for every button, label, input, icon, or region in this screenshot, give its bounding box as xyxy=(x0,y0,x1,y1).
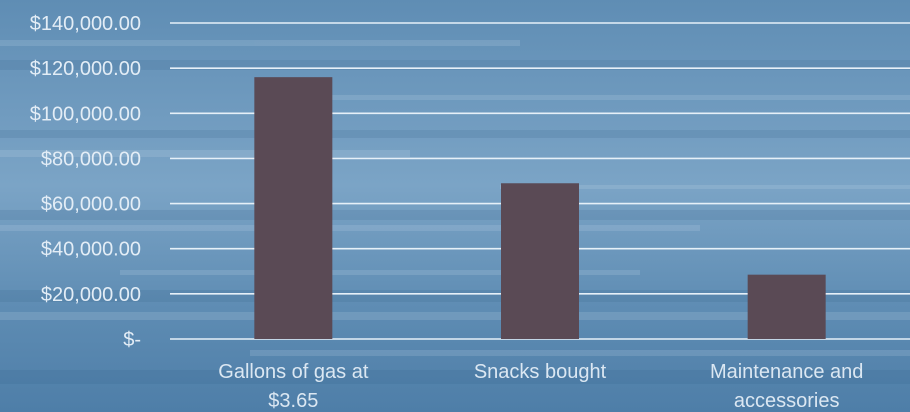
y-tick-label: $20,000.00 xyxy=(41,284,141,306)
x-category-label: Gallons of gas at $3.65 xyxy=(218,361,369,412)
bars xyxy=(254,77,826,340)
y-tick-label: $120,000.00 xyxy=(30,58,141,80)
x-category-label: Maintenance and accessories xyxy=(710,361,863,412)
y-tick-label: $80,000.00 xyxy=(41,148,141,170)
x-axis-category-labels: Gallons of gas at $3.65 Snacks bought Maint… xyxy=(218,361,863,412)
y-tick-label: $- xyxy=(123,329,141,351)
bar xyxy=(501,183,579,339)
bar xyxy=(254,77,333,340)
bar xyxy=(747,274,826,339)
x-category-label: Snacks bought xyxy=(474,361,607,383)
y-tick-label: $40,000.00 xyxy=(41,239,141,261)
y-tick-label: $60,000.00 xyxy=(41,194,141,216)
y-axis-tick-labels: $- $20,000.00 $40,000.00 $60,000.00 $80,000.… xyxy=(30,13,141,351)
y-tick-label: $100,000.00 xyxy=(30,103,141,125)
y-tick-label: $140,000.00 xyxy=(30,13,141,35)
